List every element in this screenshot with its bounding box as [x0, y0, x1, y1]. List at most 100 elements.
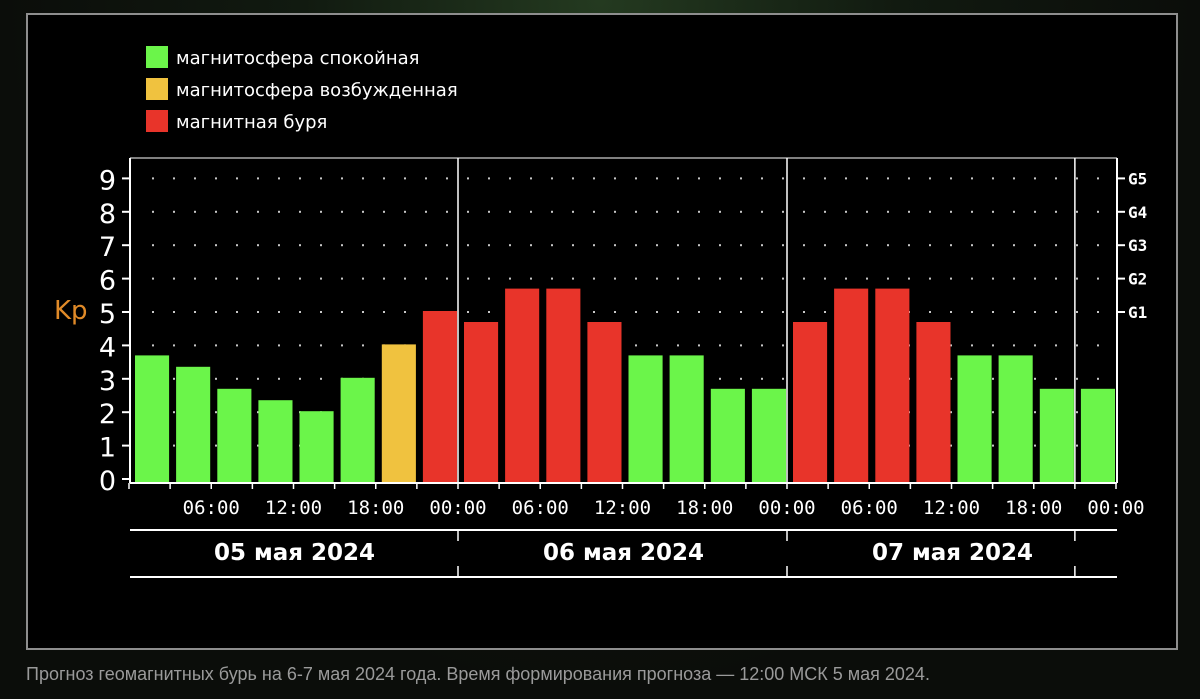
- grid-dot: [278, 177, 280, 180]
- bar-quiet: [751, 388, 786, 483]
- x-tick-label: 06:00: [512, 497, 569, 519]
- grid-dot: [572, 277, 574, 280]
- grid-dot: [215, 311, 217, 313]
- grid-dot: [173, 177, 175, 180]
- grid-dot: [719, 344, 721, 347]
- grid-dot: [1097, 210, 1099, 213]
- grid-dot: [488, 177, 490, 180]
- grid-dot: [404, 177, 406, 180]
- grid-dot: [1076, 444, 1078, 447]
- grid-dot: [1034, 377, 1036, 380]
- grid-dot: [950, 244, 952, 247]
- x-tick-label: 18:00: [676, 497, 733, 519]
- grid-dot: [992, 444, 994, 447]
- grid-dot: [950, 210, 952, 213]
- grid-dot: [1013, 244, 1015, 247]
- grid-dot: [215, 344, 217, 347]
- grid-dot: [887, 177, 889, 180]
- grid-dot: [677, 210, 679, 213]
- x-tick-label: 12:00: [923, 497, 980, 519]
- grid-dot: [173, 411, 175, 414]
- grid-dot: [824, 244, 826, 247]
- y-tick-label: 8: [99, 199, 116, 230]
- legend-swatch-excited: [146, 78, 168, 100]
- grid-dot: [950, 177, 952, 180]
- grid-dot: [971, 311, 973, 313]
- grid-dot: [299, 210, 301, 213]
- grid-dot: [656, 344, 658, 347]
- grid-dot: [425, 244, 427, 247]
- grid-dot: [278, 210, 280, 213]
- grid-dot: [635, 277, 637, 280]
- storm-level-label: G4: [1128, 203, 1147, 222]
- grid-dot: [1013, 344, 1015, 347]
- grid-dot: [1055, 344, 1057, 347]
- grid-dot: [1013, 210, 1015, 213]
- bar-storm: [587, 322, 622, 483]
- bar-storm: [793, 322, 828, 483]
- grid-dot: [215, 377, 217, 380]
- grid-dot: [1097, 177, 1099, 180]
- grid-dot: [383, 210, 385, 213]
- x-tick-label: 00:00: [429, 497, 486, 519]
- grid-dot: [845, 177, 847, 180]
- grid-dot: [845, 277, 847, 280]
- grid-dot: [551, 177, 553, 180]
- grid-dot: [908, 177, 910, 180]
- grid-dot: [593, 210, 595, 213]
- grid-dot: [236, 177, 238, 180]
- grid-dot: [1076, 377, 1078, 380]
- grid-dot: [887, 210, 889, 213]
- grid-dot: [1097, 377, 1099, 380]
- x-tick-label: 18:00: [347, 497, 404, 519]
- grid-dot: [215, 411, 217, 414]
- grid-dot: [446, 244, 448, 247]
- grid-dot: [1076, 210, 1078, 213]
- grid-dot: [656, 277, 658, 280]
- grid-dot: [194, 244, 196, 247]
- grid-dot: [530, 277, 532, 280]
- grid-dot: [530, 244, 532, 247]
- grid-dot: [782, 177, 784, 180]
- grid-dot: [866, 177, 868, 180]
- bar-quiet: [1039, 388, 1074, 483]
- grid-dot: [425, 177, 427, 180]
- grid-dot: [194, 210, 196, 213]
- grid-dot: [194, 344, 196, 347]
- grid-dot: [257, 311, 259, 313]
- bar-quiet: [299, 411, 334, 483]
- grid-dot: [362, 244, 364, 247]
- y-tick-label: 4: [99, 332, 116, 363]
- grid-dot: [782, 277, 784, 280]
- grid-dot: [446, 177, 448, 180]
- bar-storm: [875, 288, 910, 483]
- grid-dot: [635, 344, 637, 347]
- grid-dot: [320, 210, 322, 213]
- grid-dot: [509, 277, 511, 280]
- grid-dot: [320, 244, 322, 247]
- grid-dot: [1034, 344, 1036, 347]
- grid-dot: [761, 344, 763, 347]
- grid-dot: [446, 210, 448, 213]
- grid-dot: [530, 177, 532, 180]
- bar-quiet: [710, 388, 745, 483]
- bar-quiet: [1080, 388, 1115, 483]
- grid-dot: [950, 344, 952, 347]
- grid-dot: [1055, 210, 1057, 213]
- y-tick-label: 5: [99, 299, 116, 330]
- grid-dot: [320, 177, 322, 180]
- y-tick-label: 9: [99, 165, 116, 196]
- grid-dot: [257, 377, 259, 380]
- grid-dot: [719, 377, 721, 380]
- grid-dot: [362, 311, 364, 313]
- storm-level-label: G2: [1128, 270, 1147, 289]
- grid-dot: [614, 177, 616, 180]
- grid-dot: [194, 277, 196, 280]
- grid-dot: [971, 244, 973, 247]
- grid-dot: [908, 210, 910, 213]
- grid-dot: [1076, 411, 1078, 414]
- grid-dot: [761, 377, 763, 380]
- grid-dot: [614, 210, 616, 213]
- bar-quiet: [957, 355, 992, 483]
